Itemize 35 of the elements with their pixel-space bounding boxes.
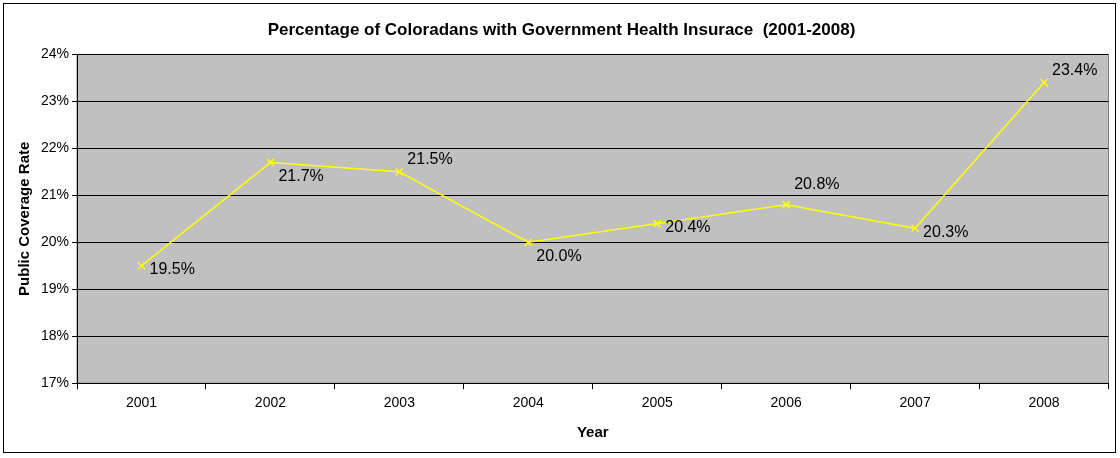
y-tick-label: 18% xyxy=(40,327,70,344)
x-tick-label: 2008 xyxy=(1028,394,1060,411)
y-tick-label: 22% xyxy=(40,139,70,156)
data-label: 20.4% xyxy=(665,217,711,235)
x-tick-label: 2003 xyxy=(383,394,416,411)
data-label: 20.8% xyxy=(794,175,840,193)
x-tick-label: 2005 xyxy=(641,394,674,411)
point xyxy=(524,238,533,247)
data-label: 20.3% xyxy=(923,222,969,240)
x-tick-label: 2001 xyxy=(125,394,158,411)
point xyxy=(137,261,146,271)
data-label: 20.0% xyxy=(536,246,582,264)
y-tick-label: 24% xyxy=(40,45,70,62)
chart-title: Percentage of Coloradans with Government Health Insurace (2001-2008) xyxy=(267,19,856,39)
point xyxy=(781,200,791,209)
point xyxy=(652,219,662,228)
point xyxy=(1039,78,1049,87)
point xyxy=(266,158,275,167)
point xyxy=(395,167,404,177)
y-tick-label: 20% xyxy=(40,233,70,250)
x-tick-label: 2002 xyxy=(254,394,287,411)
y-tick-label: 23% xyxy=(40,92,70,109)
x-axis-title: Year xyxy=(576,423,609,441)
x-tick-label: 2004 xyxy=(512,394,545,411)
data-label: 21.5% xyxy=(407,150,453,168)
y-tick-label: 21% xyxy=(40,186,70,203)
x-tick-label: 2007 xyxy=(899,394,931,411)
y-axis-title: Public Coverage Rate xyxy=(15,141,33,296)
data-label: 19.5% xyxy=(149,260,195,278)
x-tick-label: 2006 xyxy=(770,394,802,411)
data-label: 21.7% xyxy=(278,166,324,184)
y-tick-label: 19% xyxy=(40,280,70,297)
data-label: 23.4% xyxy=(1052,60,1098,78)
point xyxy=(910,223,920,233)
y-tick-label: 17% xyxy=(40,374,70,391)
